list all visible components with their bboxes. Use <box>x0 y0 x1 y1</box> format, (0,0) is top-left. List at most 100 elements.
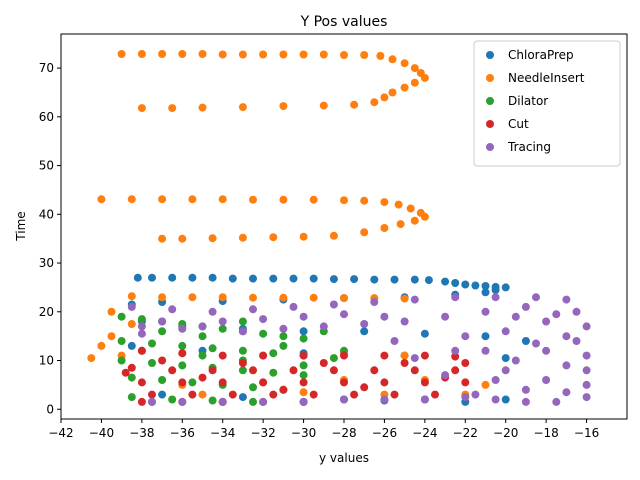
x-tick-label: −20 <box>493 426 518 440</box>
data-point <box>198 373 207 382</box>
data-point <box>117 312 126 321</box>
data-point <box>582 351 591 360</box>
legend-box <box>473 40 621 167</box>
legend-label: NeedleInsert <box>508 71 585 85</box>
data-point <box>208 234 217 243</box>
data-point <box>542 376 551 384</box>
data-point <box>148 339 156 348</box>
data-point <box>137 329 146 338</box>
data-point <box>521 397 530 406</box>
x-tick-label: −18 <box>533 426 558 440</box>
data-point <box>451 279 460 287</box>
data-point <box>97 195 106 204</box>
data-point <box>299 351 308 360</box>
data-point <box>238 366 247 375</box>
data-point <box>158 376 167 384</box>
data-point <box>400 294 409 303</box>
data-point <box>259 397 268 406</box>
data-point <box>198 322 207 331</box>
data-point <box>340 294 348 303</box>
data-point <box>309 293 318 302</box>
data-point <box>481 332 490 341</box>
data-point <box>410 275 419 284</box>
data-point <box>178 324 187 333</box>
data-point <box>451 293 460 302</box>
data-point <box>299 312 308 321</box>
points-layer <box>87 50 591 406</box>
data-point <box>188 378 197 387</box>
data-point <box>228 274 237 283</box>
data-point <box>319 322 328 331</box>
data-point <box>117 337 126 345</box>
data-point <box>410 64 419 73</box>
data-point <box>562 361 571 370</box>
data-point <box>158 317 167 326</box>
data-point <box>501 395 510 404</box>
data-point <box>137 322 146 331</box>
series-chloraprep <box>127 273 530 406</box>
legend-label: Cut <box>508 117 529 131</box>
data-point <box>218 317 227 326</box>
data-point <box>370 366 379 375</box>
data-point <box>451 352 460 361</box>
data-point <box>424 276 433 285</box>
data-point <box>168 395 177 404</box>
data-point <box>107 332 116 341</box>
data-point <box>562 295 571 304</box>
data-point <box>218 50 227 59</box>
data-point <box>329 231 338 240</box>
data-point <box>279 195 288 204</box>
data-point <box>168 305 177 314</box>
data-point <box>542 346 551 355</box>
data-point <box>299 232 308 241</box>
data-point <box>532 293 540 302</box>
data-point <box>249 274 257 283</box>
data-point <box>491 285 500 294</box>
data-point <box>289 274 298 283</box>
data-point <box>148 397 156 406</box>
data-point <box>471 390 480 399</box>
data-point <box>117 50 126 58</box>
data-point <box>329 300 338 309</box>
data-point <box>410 78 419 87</box>
x-tick-label: −40 <box>89 426 114 440</box>
data-point <box>218 378 227 387</box>
data-point <box>380 198 389 207</box>
data-point <box>410 216 419 225</box>
data-point <box>238 103 247 112</box>
data-point <box>388 88 397 97</box>
data-point <box>158 234 167 243</box>
data-point <box>319 359 328 367</box>
y-axis-label: Time <box>14 211 28 241</box>
y-tick-label: 50 <box>39 159 54 173</box>
data-point <box>380 224 389 232</box>
data-point <box>390 275 399 284</box>
data-point <box>582 322 591 331</box>
data-point <box>279 293 288 302</box>
data-point <box>329 366 338 375</box>
data-point <box>340 351 348 360</box>
data-point <box>319 101 328 110</box>
data-point <box>400 351 409 360</box>
data-point <box>360 327 369 336</box>
data-point <box>289 366 298 375</box>
data-point <box>168 104 177 113</box>
data-point <box>481 380 490 389</box>
legend-marker <box>486 120 494 128</box>
data-point <box>360 383 369 392</box>
data-point <box>178 349 187 358</box>
data-point <box>188 293 197 302</box>
x-tick-label: −28 <box>331 426 356 440</box>
data-point <box>269 233 278 242</box>
data-point <box>340 310 348 319</box>
data-point <box>501 283 510 292</box>
x-tick-label: −30 <box>291 426 316 440</box>
data-point <box>521 385 530 394</box>
data-point <box>380 395 389 404</box>
data-point <box>481 307 490 316</box>
data-point <box>238 393 247 402</box>
data-point <box>350 390 359 399</box>
data-point <box>582 393 591 402</box>
data-point <box>329 275 338 284</box>
data-point <box>390 390 399 399</box>
